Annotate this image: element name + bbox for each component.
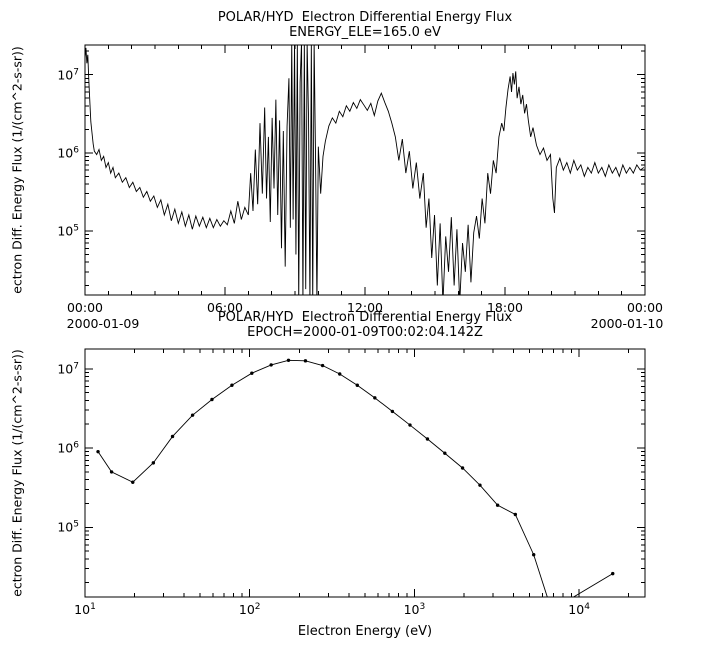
- x-tick-label: 00:00: [626, 300, 664, 315]
- top-chart-title: POLAR/HYD Electron Differential Energy F…: [217, 10, 513, 25]
- x-axis-date-left: 2000-01-09: [66, 316, 140, 331]
- data-point-marker: [151, 461, 156, 465]
- data-point-marker: [269, 363, 273, 367]
- x-tick-label: 103: [403, 602, 426, 618]
- data-point-marker: [338, 372, 342, 376]
- x-tick-label: 104: [568, 602, 590, 618]
- plot-frame: [84, 348, 646, 598]
- y-tick-label: 106: [57, 440, 79, 456]
- data-point-marker: [425, 437, 430, 441]
- x-tick-label: 06:00: [206, 300, 244, 315]
- data-point-marker: [96, 449, 100, 454]
- top-chart-y-axis-label: ectron Diff. Energy Flux (1/(cm^2-s-sr)): [9, 46, 25, 294]
- data-point-marker: [478, 483, 482, 487]
- y-tick-label: 107: [57, 361, 79, 377]
- data-point-marker: [230, 383, 234, 387]
- x-axis-date-right: 2000-01-10: [590, 316, 664, 331]
- x-tick-label: 00:00: [66, 300, 104, 315]
- data-point-marker: [373, 396, 377, 400]
- bottom-chart-x-axis-label: Electron Energy (eV): [297, 624, 433, 639]
- data-point-marker: [495, 503, 500, 507]
- series-line: [97, 359, 613, 597]
- data-point-marker: [532, 553, 536, 557]
- x-tick-label: 101: [74, 602, 96, 618]
- data-point-marker: [408, 423, 412, 427]
- bottom-chart-title: POLAR/HYD Electron Differential Energy F…: [217, 310, 513, 325]
- data-point-marker: [390, 409, 395, 414]
- data-point-marker: [190, 413, 195, 417]
- data-point-marker: [170, 434, 175, 439]
- bottom-chart-canvas: [84, 348, 646, 598]
- top-chart-subtitle: ENERGY_ELE=165.0 eV: [289, 25, 441, 40]
- y-tick-label: 105: [57, 223, 79, 239]
- y-tick-label: 107: [57, 67, 79, 83]
- bottom-chart-subtitle: EPOCH=2000-01-09T00:02:04.142Z: [247, 325, 483, 340]
- data-point-marker: [443, 451, 447, 455]
- bottom-chart-y-axis-label: ectron Diff. Energy Flux (1/(cm^2-s-sr)): [9, 349, 25, 597]
- data-point-marker: [250, 371, 254, 375]
- y-tick-label: 106: [57, 145, 79, 161]
- data-point-marker: [210, 397, 214, 402]
- data-point-marker: [513, 512, 518, 517]
- data-point-marker: [131, 480, 135, 484]
- x-tick-label: 18:00: [486, 300, 524, 315]
- data-point-marker: [109, 470, 114, 474]
- data-point-marker: [320, 363, 325, 368]
- data-point-marker: [286, 358, 291, 363]
- x-tick-label: 12:00: [346, 300, 384, 315]
- y-tick-label: 105: [57, 519, 79, 535]
- data-point-marker: [303, 359, 308, 363]
- data-point-marker: [460, 466, 465, 470]
- data-point-marker: [355, 383, 359, 387]
- series-line: [85, 45, 645, 295]
- top-chart-canvas: [84, 44, 646, 296]
- x-tick-label: 102: [238, 602, 261, 618]
- plot-frame: [84, 44, 646, 296]
- data-point-marker: [611, 571, 615, 576]
